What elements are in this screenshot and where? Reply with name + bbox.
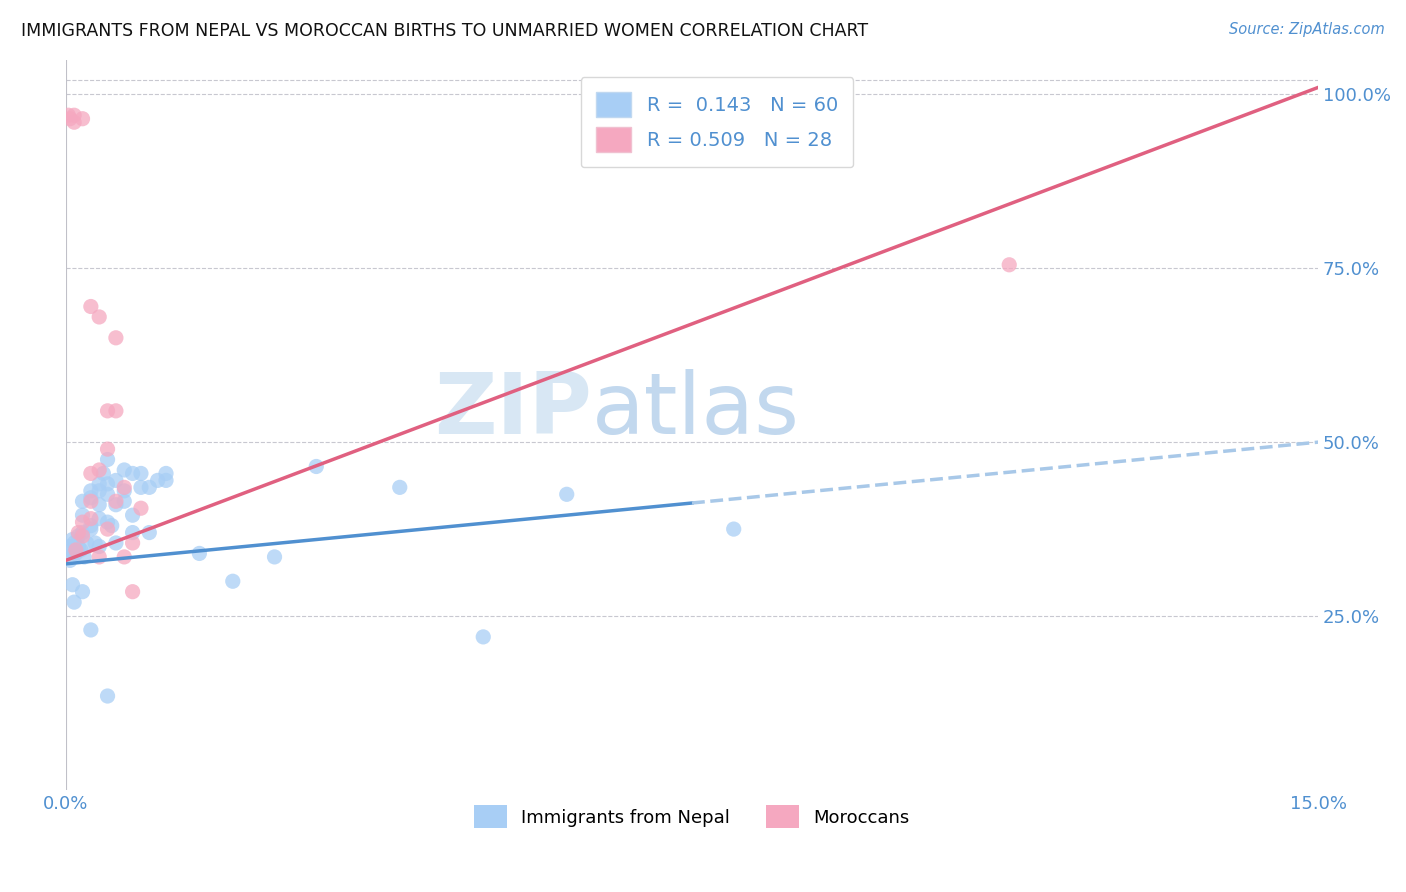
Point (59, 112, 82, 126)
Point (72, 112, 94, 126)
Point (121, 467, 143, 481)
Point (80, 511, 103, 525)
Point (104, 536, 127, 550)
Point (104, 494, 127, 508)
Text: ZIP: ZIP (434, 368, 592, 451)
Point (59, 540, 82, 554)
Point (188, 546, 211, 560)
Point (104, 331, 127, 345)
Legend: Immigrants from Nepal, Moroccans: Immigrants from Nepal, Moroccans (467, 798, 917, 836)
Point (100, 518, 122, 533)
Point (472, 630, 495, 644)
Point (76, 536, 98, 550)
Point (63, 595, 86, 609)
Point (62, 533, 84, 547)
Point (89, 310, 111, 324)
Point (121, 525, 143, 540)
Point (63, 546, 86, 560)
Point (65, 543, 87, 558)
Point (112, 549, 135, 564)
Text: atlas: atlas (592, 368, 800, 451)
Point (63, 108, 86, 122)
Point (121, 536, 143, 550)
Point (89, 511, 111, 525)
Point (555, 487, 578, 501)
Point (104, 404, 127, 418)
Point (129, 467, 152, 481)
Point (96, 689, 118, 703)
Point (80, 483, 103, 498)
Point (89, 463, 111, 477)
Point (96, 452, 118, 467)
Point (89, 498, 111, 512)
Point (63, 115, 86, 129)
Point (129, 480, 152, 494)
Point (104, 474, 127, 488)
Point (59, 553, 82, 567)
Point (96, 476, 118, 491)
Point (96, 515, 118, 529)
Point (89, 540, 111, 554)
Point (96, 487, 118, 501)
Point (305, 459, 328, 474)
Point (58, 543, 80, 558)
Point (723, 522, 745, 536)
Point (72, 494, 94, 508)
Point (263, 549, 285, 564)
Point (93, 467, 115, 481)
Point (72, 529, 94, 543)
Point (96, 442, 118, 456)
Point (112, 480, 135, 494)
Point (67, 525, 90, 540)
Point (222, 574, 245, 589)
Point (80, 522, 103, 536)
Point (89, 476, 111, 491)
Point (84, 536, 107, 550)
Point (80, 300, 103, 314)
Point (96, 404, 118, 418)
Point (146, 474, 169, 488)
Point (65, 546, 87, 560)
Point (112, 463, 135, 477)
Point (104, 498, 127, 512)
Point (80, 494, 103, 508)
Point (73, 549, 96, 564)
Point (72, 525, 94, 540)
Point (129, 501, 152, 516)
Point (80, 623, 103, 637)
Point (138, 480, 160, 494)
Point (80, 467, 103, 481)
Point (155, 474, 177, 488)
Point (72, 515, 94, 529)
Point (121, 508, 143, 523)
Point (998, 258, 1021, 272)
Point (58, 108, 80, 122)
Point (89, 549, 111, 564)
Point (112, 483, 135, 498)
Point (62, 578, 84, 592)
Point (155, 467, 177, 481)
Point (121, 584, 143, 599)
Point (138, 525, 160, 540)
Point (112, 494, 135, 508)
Point (63, 536, 86, 550)
Point (67, 540, 90, 554)
Point (67, 529, 90, 543)
Text: IMMIGRANTS FROM NEPAL VS MOROCCAN BIRTHS TO UNMARRIED WOMEN CORRELATION CHART: IMMIGRANTS FROM NEPAL VS MOROCCAN BIRTHS… (21, 22, 869, 40)
Point (72, 584, 94, 599)
Point (69, 543, 91, 558)
Point (80, 518, 103, 533)
Point (388, 480, 411, 494)
Text: Source: ZipAtlas.com: Source: ZipAtlas.com (1229, 22, 1385, 37)
Point (72, 508, 94, 523)
Point (89, 483, 111, 498)
Point (80, 491, 103, 505)
Point (96, 522, 118, 536)
